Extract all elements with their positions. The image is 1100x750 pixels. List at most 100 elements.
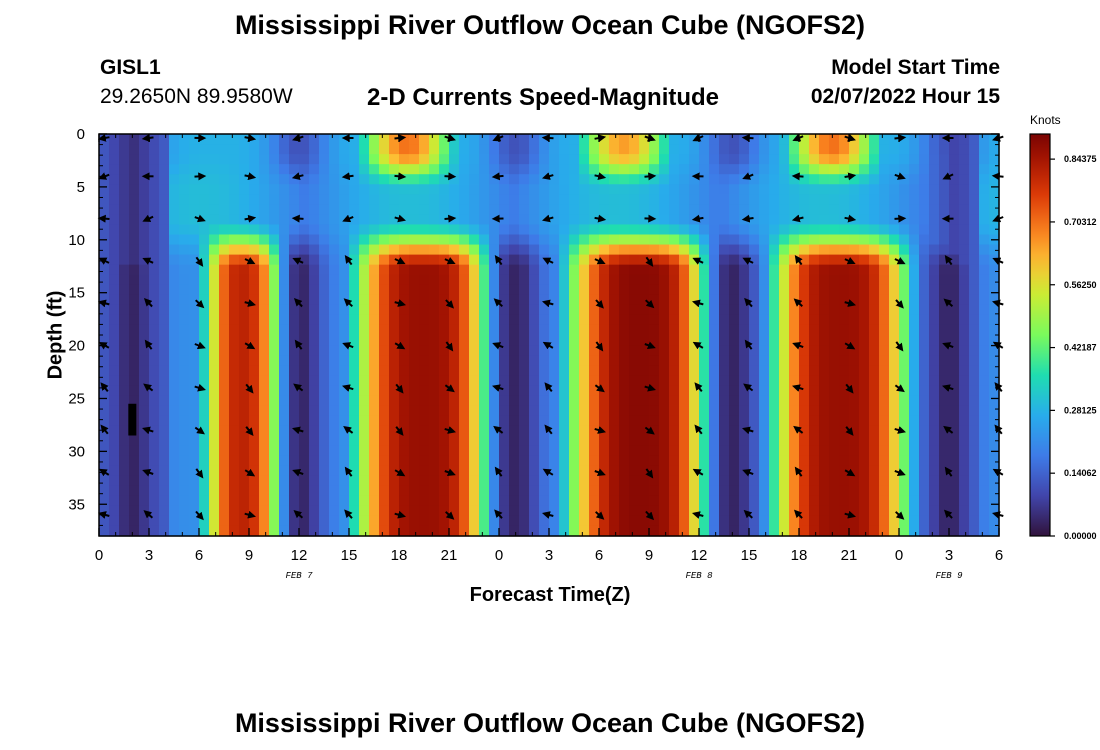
heat-cell: [439, 355, 450, 366]
heat-cell: [979, 244, 990, 256]
heat-cell: [499, 184, 510, 195]
heat-cell: [929, 455, 940, 467]
heat-cell: [849, 355, 860, 366]
heat-cell: [639, 204, 650, 215]
heat-cell: [279, 415, 290, 427]
heat-cell: [669, 385, 680, 396]
heat-cell: [679, 244, 690, 256]
heat-cell: [299, 475, 310, 487]
heat-cell: [719, 284, 730, 296]
heat-cell: [199, 435, 210, 447]
heat-cell: [499, 154, 510, 165]
heat-cell: [259, 254, 270, 266]
heat-cell: [239, 214, 250, 226]
heat-cell: [319, 495, 330, 507]
heat-cell: [789, 345, 800, 356]
current-arrow: [595, 511, 605, 520]
heat-cell: [799, 144, 810, 155]
heat-cell: [679, 154, 690, 165]
heat-cell: [829, 294, 840, 306]
heat-cell: [729, 415, 740, 427]
heat-cell: [829, 505, 840, 517]
heat-cell: [389, 395, 400, 406]
heat-cell: [729, 465, 740, 477]
heat-cell: [809, 184, 820, 195]
heat-cell: [549, 134, 560, 145]
heat-cell: [889, 144, 900, 155]
heat-cell: [779, 144, 790, 155]
heat-cell: [669, 204, 680, 215]
heat-cell: [229, 355, 240, 366]
heat-cell: [519, 174, 530, 185]
heat-cell: [379, 154, 390, 165]
heat-cell: [629, 445, 640, 457]
heat-cell: [829, 395, 840, 406]
heat-cell: [719, 304, 730, 316]
heat-cell: [979, 425, 990, 437]
heat-cell: [619, 194, 630, 205]
heat-cell: [469, 375, 480, 386]
heat-cell: [369, 505, 380, 517]
heat-cell: [339, 515, 350, 527]
heat-cell: [729, 405, 740, 416]
heat-cell: [979, 335, 990, 346]
current-arrow: [343, 298, 353, 308]
heat-cell: [149, 375, 160, 386]
heat-cell: [249, 324, 260, 336]
heat-cell: [859, 144, 870, 155]
heat-cell: [259, 465, 270, 477]
heat-cell: [919, 425, 930, 437]
heat-cell: [469, 415, 480, 427]
heat-cell: [639, 314, 650, 326]
heat-cell: [469, 365, 480, 376]
heat-cell: [719, 365, 730, 376]
heat-cell: [939, 335, 950, 346]
heat-cell: [169, 164, 180, 175]
heat-cell: [119, 375, 130, 386]
heat-cell: [119, 314, 130, 326]
heat-cell: [309, 395, 320, 406]
heat-cell: [569, 264, 580, 276]
heat-cell: [399, 455, 410, 467]
heat-cell: [909, 415, 920, 427]
heat-cell: [159, 395, 170, 406]
heat-cell: [879, 435, 890, 447]
heat-cell: [589, 525, 600, 537]
heat-cell: [749, 425, 760, 437]
heat-cell: [479, 214, 490, 226]
heat-cell: [509, 214, 520, 226]
heat-cell: [119, 515, 130, 527]
heat-cell: [119, 525, 130, 537]
heat-cell: [119, 475, 130, 487]
heat-cell: [499, 204, 510, 215]
heat-cell: [329, 455, 340, 467]
heat-cell: [539, 385, 550, 396]
heat-cell: [569, 435, 580, 447]
heat-cell: [209, 505, 220, 517]
heat-cell: [799, 335, 810, 346]
heat-cell: [989, 194, 1000, 205]
heat-cell: [429, 154, 440, 165]
heat-cell: [819, 335, 830, 346]
heat-cell: [119, 294, 130, 306]
heat-cell: [549, 335, 560, 346]
heat-cell: [799, 264, 810, 276]
heat-cell: [719, 415, 730, 427]
heat-cell: [559, 214, 570, 226]
heat-cell: [779, 495, 790, 507]
heat-cell: [639, 415, 650, 427]
heat-cell: [319, 254, 330, 266]
heat-cell: [839, 415, 850, 427]
heat-cell: [729, 254, 740, 266]
heat-cell: [219, 415, 230, 427]
heat-cell: [99, 304, 110, 316]
heat-cell: [529, 184, 540, 195]
heat-cell: [509, 174, 520, 185]
heat-cell: [659, 294, 670, 306]
heat-cell: [659, 395, 670, 406]
heat-cell: [349, 254, 360, 266]
heat-cell: [919, 264, 930, 276]
heat-cell: [609, 525, 620, 537]
heat-cell: [619, 365, 630, 376]
heat-cell: [469, 184, 480, 195]
